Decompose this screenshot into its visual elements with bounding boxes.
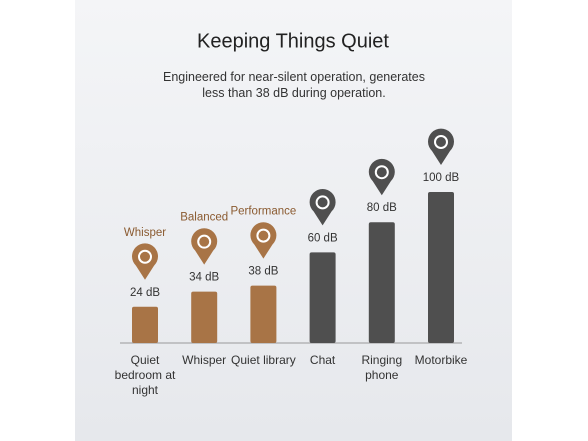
category-label: Quiet library [231,353,296,367]
bar [309,252,336,343]
pin-marker [368,158,395,196]
pin-icon [315,195,330,210]
category-label: Ringing phone [361,353,403,382]
value-label: 38 dB [248,266,278,278]
chart-title: Keeping Things Quiet [197,30,389,52]
pin-marker [250,222,277,259]
pin-icon [138,249,152,264]
bar [191,291,218,343]
mode-label: Performance [230,206,296,218]
subtitle: Engineered for near-silent operation, ge… [163,70,425,100]
bar [132,306,158,343]
pin-icon [256,228,271,243]
bar [368,222,395,343]
mode-label: Whisper [124,227,166,239]
bar [250,285,277,343]
category-label: Quiet bedroom at night [114,353,176,397]
value-label: 24 dB [130,287,160,299]
pin-marker [309,189,336,226]
value-label: 34 dB [189,272,219,284]
pin-icon [374,165,389,180]
category-label: Chat [309,353,336,367]
pin-icon [197,234,212,249]
value-label: 80 dB [367,202,397,214]
pin-marker [191,228,218,265]
pin-marker [428,128,455,165]
category-label: Motorbike [414,353,468,367]
bar [428,192,454,343]
pin-icon [434,135,448,149]
value-label: 100 dB [423,172,460,184]
category-label: Whisper [182,353,227,367]
pin-marker [132,243,159,280]
mode-label: Balanced [180,212,228,224]
value-label: 60 dB [308,232,338,244]
